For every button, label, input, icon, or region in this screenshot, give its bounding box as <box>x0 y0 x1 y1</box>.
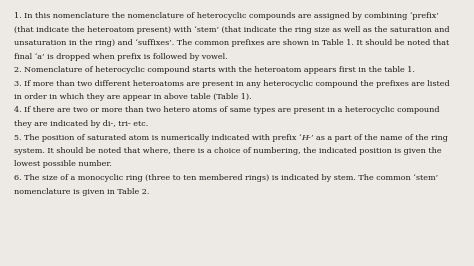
Text: H-: H- <box>301 134 311 142</box>
Text: final ‘a’ is dropped when prefix is followed by vowel.: final ‘a’ is dropped when prefix is foll… <box>14 52 228 60</box>
Text: in order in which they are appear in above table (Table 1).: in order in which they are appear in abo… <box>14 93 252 101</box>
Text: system. It should be noted that where, there is a choice of numbering, the indic: system. It should be noted that where, t… <box>14 147 442 155</box>
Text: 6. The size of a monocyclic ring (three to ten membered rings) is indicated by s: 6. The size of a monocyclic ring (three … <box>14 174 438 182</box>
Text: 2. Nomenclature of heterocyclic compound starts with the heteroatom appears firs: 2. Nomenclature of heterocyclic compound… <box>14 66 415 74</box>
Text: 4. If there are two or more than two hetero atoms of same types are present in a: 4. If there are two or more than two het… <box>14 106 439 114</box>
Text: 5. The position of saturated atom is numerically indicated with prefix ‘: 5. The position of saturated atom is num… <box>14 134 301 142</box>
Text: 3. If more than two different heteroatoms are present in any heterocyclic compou: 3. If more than two different heteroatom… <box>14 80 450 88</box>
Text: ’ as a part of the name of the ring: ’ as a part of the name of the ring <box>311 134 448 142</box>
Text: (that indicate the heteroatom present) with ‘stem’ (that indicate the ring size : (that indicate the heteroatom present) w… <box>14 26 449 34</box>
Text: lowest possible number.: lowest possible number. <box>14 160 112 168</box>
Text: nomenclature is given in Table 2.: nomenclature is given in Table 2. <box>14 188 149 196</box>
Text: they are indicated by di-, tri- etc.: they are indicated by di-, tri- etc. <box>14 120 148 128</box>
Text: 1. In this nomenclature the nomenclature of heterocyclic compounds are assigned : 1. In this nomenclature the nomenclature… <box>14 12 439 20</box>
Text: unsaturation in the ring) and ‘suffixes’. The common prefixes are shown in Table: unsaturation in the ring) and ‘suffixes’… <box>14 39 449 47</box>
